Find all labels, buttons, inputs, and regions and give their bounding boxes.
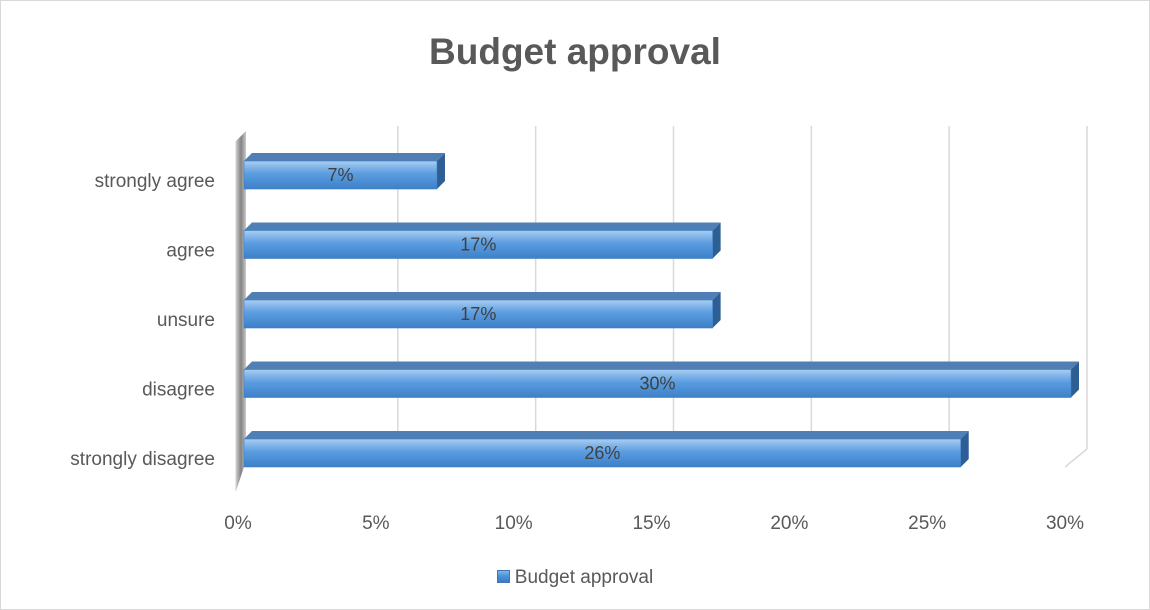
bar-top (244, 361, 1079, 370)
bar-side (712, 292, 721, 328)
legend: Budget approval (1, 567, 1149, 589)
y-category-label: agree (166, 241, 215, 262)
bar (243, 438, 962, 468)
bar-top (244, 292, 721, 300)
data-label: 17% (460, 304, 496, 324)
bar (243, 369, 1072, 398)
chart-title: Budget approval (429, 31, 721, 72)
data-label: 30% (639, 374, 675, 394)
bar-side (712, 222, 721, 259)
data-label: 17% (460, 235, 496, 255)
bar-top (244, 153, 445, 161)
x-tick-label: 25% (908, 513, 946, 534)
x-tick-label: 15% (632, 513, 670, 534)
bar-side (1071, 361, 1079, 398)
bar-top (244, 431, 969, 439)
data-label: 26% (584, 443, 620, 463)
x-tick-label: 5% (362, 513, 390, 534)
x-tick-label: 0% (224, 513, 252, 534)
bar (243, 299, 713, 329)
x-tick-label: 30% (1046, 513, 1084, 534)
y-category-label: disagree (142, 380, 215, 401)
y-category-label: strongly disagree (70, 449, 215, 470)
y-category-label: unsure (157, 310, 215, 331)
data-label: 7% (327, 165, 353, 185)
bar-side (960, 431, 969, 467)
legend-swatch (496, 570, 510, 583)
legend-label: Budget approval (514, 567, 654, 588)
bar-side (436, 153, 445, 189)
bar (243, 160, 438, 190)
x-tick-label: 10% (495, 513, 533, 534)
y-category-label: strongly agree (95, 171, 215, 192)
axis-wall (236, 131, 246, 491)
gridline-floor (1064, 448, 1088, 468)
x-tick-label: 20% (770, 513, 808, 534)
bar (243, 230, 713, 259)
bar-top (244, 222, 721, 231)
